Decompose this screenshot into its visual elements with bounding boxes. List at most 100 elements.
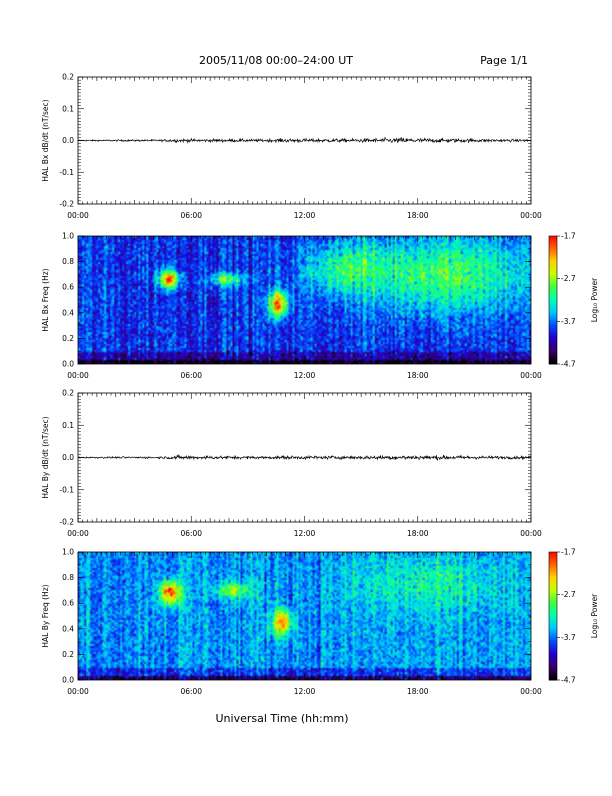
y-tick-label: 0.1 [62, 421, 74, 430]
colorbar-segment [549, 573, 557, 576]
colorbar-segment [549, 609, 557, 613]
colorbar-segment [549, 280, 557, 284]
colorbar-segment [549, 622, 557, 626]
colorbar-segment [549, 278, 557, 282]
signal-trace [77, 453, 532, 462]
colorbar-segment [549, 618, 557, 621]
colorbar-segment [549, 643, 557, 647]
colorbar-segment [549, 323, 557, 327]
colorbar-segment [549, 246, 557, 250]
y-tick-label: 0.8 [62, 573, 74, 582]
colorbar-segment [549, 361, 557, 365]
y-axis-label: HAL By Freq (Hz) [41, 584, 50, 647]
colorbar-segment [549, 596, 557, 600]
colorbar-segment [549, 314, 557, 318]
colorbar-segment [549, 667, 557, 670]
colorbar-segment [549, 637, 557, 640]
colorbar-segment [549, 261, 557, 265]
colorbar-segment [549, 342, 557, 346]
colorbar-segment [549, 359, 557, 363]
colorbar-segment [549, 558, 557, 562]
colorbar-segment [549, 308, 557, 312]
colorbar-segment [549, 645, 557, 649]
colorbar-segment [549, 598, 557, 602]
colorbar-segment [549, 321, 557, 324]
x-tick-label: 00:00 [67, 529, 89, 538]
x-tick-label: 12:00 [294, 371, 316, 380]
colorbar-segment [549, 577, 557, 581]
y-tick-label: 0.0 [62, 676, 74, 685]
colorbar-tick-label: -3.7 [561, 633, 576, 642]
colorbar-segment [549, 297, 557, 301]
colorbar-segment [549, 259, 557, 263]
colorbar-segment [549, 605, 557, 608]
colorbar-segment [549, 581, 557, 585]
y-tick-label: 0.4 [62, 308, 74, 317]
y-tick-label: -0.2 [59, 200, 74, 209]
colorbar-segment [549, 242, 557, 246]
colorbar-segment [549, 325, 557, 329]
colorbar-segment [549, 291, 557, 295]
colorbar-segment [549, 300, 557, 303]
colorbar-segment [549, 327, 557, 331]
y-tick-label: 0.2 [62, 650, 74, 659]
colorbar-segment [549, 334, 557, 337]
colorbar-frame [548, 551, 558, 681]
colorbar-segment [549, 579, 557, 583]
panels: -0.2 -0.1 0.0 0.1 0.2 HAL Bx dB/dt (nT/sec) 00… [41, 73, 599, 697]
y-axis-label: HAL Bx Freq (Hz) [41, 268, 50, 331]
colorbar-segment [549, 282, 557, 286]
colorbar-segment [549, 248, 557, 252]
colorbar-segment [549, 338, 557, 342]
x-tick-label: 18:00 [407, 211, 429, 220]
y-tick-label: 0.0 [62, 360, 74, 369]
colorbar-tick-label: -4.7 [561, 676, 576, 685]
colorbar-segment [549, 244, 557, 248]
spectrogram-image [78, 552, 531, 680]
colorbar-segment [549, 285, 557, 288]
colorbar-segment [549, 357, 557, 361]
colorbar-segment [549, 336, 557, 339]
x-tick-label: 18:00 [407, 687, 429, 696]
colorbar-label: Log₁₀ Power [590, 593, 599, 638]
colorbar-segment [549, 287, 557, 290]
bx-dbdt-panel [77, 76, 532, 205]
colorbar-segment [549, 312, 557, 316]
colorbar-segment [549, 613, 557, 617]
colorbar-segment [549, 564, 557, 568]
y-tick-label: 0.1 [62, 104, 74, 113]
colorbar-segment [549, 590, 557, 594]
x-tick-label: 00:00 [520, 687, 542, 696]
colorbar-tick-label: -2.7 [561, 590, 576, 599]
colorbar-segment [549, 236, 557, 239]
y-tick-label: 0.4 [62, 624, 74, 633]
by-spectrogram-panel: -1.7 -2.7 -3.7 -4.7 Log₁₀ Power [77, 548, 599, 685]
colorbar-segment [549, 624, 557, 628]
colorbar-segment [549, 274, 557, 278]
y-tick-label: -0.1 [59, 485, 74, 494]
y-tick-label: 0.6 [62, 599, 74, 608]
colorbar-segment [549, 675, 557, 679]
y-tick-label: 0.6 [62, 283, 74, 292]
x-tick-label: 00:00 [520, 529, 542, 538]
colorbar-segment [549, 349, 557, 352]
x-tick-label: 00:00 [67, 211, 89, 220]
x-tick-label: 06:00 [180, 529, 202, 538]
colorbar-segment [549, 673, 557, 677]
colorbar-segment [549, 268, 557, 271]
colorbar-segment [549, 566, 557, 570]
colorbar-segment [549, 289, 557, 292]
y-tick-label: 0.0 [62, 453, 74, 462]
colorbar-tick-label: -1.7 [561, 232, 576, 241]
colorbar-segment [549, 650, 557, 653]
colorbar-frame [548, 235, 558, 365]
signal-trace [77, 136, 532, 144]
y-tick-label: 0.2 [62, 389, 74, 398]
colorbar-segment [549, 552, 557, 555]
colorbar-segment [549, 554, 557, 557]
colorbar-segment [549, 584, 557, 587]
colorbar-tick-label: -3.7 [561, 317, 576, 326]
colorbar-segment [549, 255, 557, 258]
colorbar-segment [549, 677, 557, 681]
y-axis-label: HAL Bx dB/dt (nT/sec) [41, 99, 50, 181]
